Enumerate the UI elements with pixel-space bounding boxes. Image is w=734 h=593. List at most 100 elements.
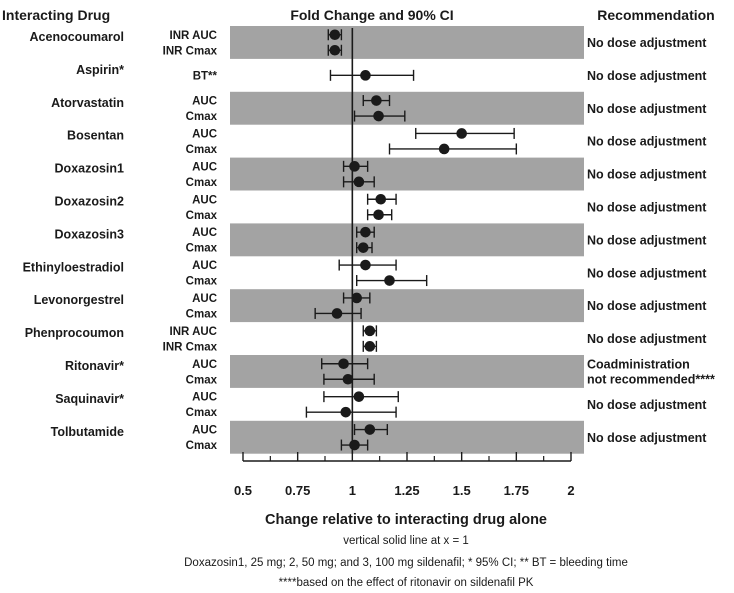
row-band-atorvastatin <box>230 91 584 125</box>
row-band-doxazosin3 <box>230 223 584 257</box>
x-tick-label: 1 <box>349 483 356 498</box>
drug-label: Phenprocoumon <box>25 326 124 340</box>
point-estimate <box>360 259 371 271</box>
drug-group-doxazosin2: Doxazosin2 AUC Cmax No dose adjustment <box>55 193 707 222</box>
point-estimate <box>375 193 387 205</box>
drug-label: Ritonavir* <box>65 359 124 373</box>
point-estimate <box>384 275 395 286</box>
point-estimate <box>340 406 352 418</box>
note-reference-line: vertical solid line at x = 1 <box>343 535 469 547</box>
point-estimate <box>371 95 382 106</box>
recommendation-text: No dose adjustment <box>587 233 707 247</box>
drug-label: Doxazosin2 <box>55 195 125 209</box>
metric-label: Cmax <box>186 276 218 288</box>
metric-label: AUC <box>192 293 217 305</box>
recommendation-text: No dose adjustment <box>587 431 707 445</box>
drug-group-atorvastatin: Atorvastatin AUC Cmax No dose adjustment <box>51 95 707 123</box>
drug-rows: Acenocoumarol INR AUC INR Cmax No dose adju… <box>23 29 715 452</box>
row-band-levonorgestrel <box>230 289 584 323</box>
drug-label: Aspirin* <box>76 63 124 77</box>
point-estimate <box>364 341 376 352</box>
recommendation-text: not recommended**** <box>587 372 715 386</box>
drug-group-saquinavir: Saquinavir* AUC Cmax No dose adjustment <box>55 391 707 419</box>
metric-label: INR Cmax <box>163 341 218 353</box>
x-tick-label: 1.25 <box>394 483 419 498</box>
drug-group-aspirin: Aspirin* BT** No dose adjustment <box>76 63 707 83</box>
note-ritonavir: ****based on the effect of ritonavir on … <box>279 577 534 589</box>
metric-label: INR Cmax <box>163 45 218 57</box>
metric-label: Cmax <box>186 177 218 189</box>
drug-group-doxazosin3: Doxazosin3 AUC Cmax No dose adjustment <box>55 226 707 255</box>
x-tick-label: 2 <box>567 483 574 498</box>
recommendation-text: No dose adjustment <box>587 299 707 313</box>
metric-label: BT** <box>193 70 218 82</box>
point-estimate <box>353 176 365 188</box>
metric-label: Cmax <box>186 440 218 452</box>
point-estimate <box>351 292 363 304</box>
point-estimate <box>357 242 369 253</box>
metric-label: AUC <box>192 260 217 272</box>
row-band-doxazosin1 <box>230 157 584 191</box>
metric-label: AUC <box>192 96 217 108</box>
header-recommendation: Recommendation <box>597 7 714 23</box>
x-tick-label: 0.75 <box>285 483 310 498</box>
point-estimate <box>456 128 467 139</box>
metric-label: AUC <box>192 425 217 437</box>
x-tick-label: 0.5 <box>234 483 252 498</box>
x-axis-label: Change relative to interacting drug alon… <box>265 512 547 528</box>
drug-label: Atorvastatin <box>51 96 124 110</box>
metric-label: Cmax <box>186 374 218 386</box>
recommendation-text: Coadministration <box>587 357 690 371</box>
drug-group-doxazosin1: Doxazosin1 AUC Cmax No dose adjustment <box>55 160 707 189</box>
drug-label: Doxazosin1 <box>55 162 125 176</box>
drug-group-levonorgestrel: Levonorgestrel AUC Cmax No dose adjustment <box>34 292 707 320</box>
drug-label: Bosentan <box>67 129 124 143</box>
metric-label: AUC <box>192 161 217 173</box>
point-estimate <box>342 373 354 385</box>
recommendation-text: No dose adjustment <box>587 168 707 182</box>
recommendation-text: No dose adjustment <box>587 332 707 346</box>
recommendation-text: No dose adjustment <box>587 69 707 83</box>
point-estimate <box>329 29 341 41</box>
x-tick-label: 1.75 <box>504 483 529 498</box>
header-fold-change: Fold Change and 90% CI <box>290 7 453 23</box>
point-estimate <box>338 358 349 370</box>
metric-label: AUC <box>192 227 217 239</box>
header-interacting-drug: Interacting Drug <box>2 7 110 23</box>
metric-label: INR AUC <box>170 30 218 42</box>
drug-group-acenocoumarol: Acenocoumarol INR AUC INR Cmax No dose adju… <box>30 29 707 57</box>
row-band-tolbutamide <box>230 420 584 454</box>
row-band-acenocoumarol <box>230 26 584 59</box>
metric-label: Cmax <box>186 210 218 222</box>
point-estimate <box>329 44 341 56</box>
recommendation-text: No dose adjustment <box>587 102 707 116</box>
recommendation-text: No dose adjustment <box>587 200 707 214</box>
metric-label: AUC <box>192 359 217 371</box>
point-estimate <box>360 226 371 238</box>
recommendation-text: No dose adjustment <box>587 398 707 412</box>
drug-label: Acenocoumarol <box>30 30 124 44</box>
drug-label: Tolbutamide <box>51 425 124 439</box>
x-tick-label: 1.5 <box>453 483 471 498</box>
metric-label: Cmax <box>186 308 218 320</box>
metric-label: AUC <box>192 194 217 206</box>
drug-label: Doxazosin3 <box>55 227 125 241</box>
drug-group-ethinyloestradiol: Ethinyloestradiol AUC Cmax No dose adjustme… <box>23 259 707 288</box>
metric-label: Cmax <box>186 144 218 156</box>
drug-label: Levonorgestrel <box>34 293 124 307</box>
point-estimate <box>373 209 384 221</box>
point-estimate <box>364 325 376 337</box>
note-doses: Doxazosin1, 25 mg; 2, 50 mg; and 3, 100 … <box>184 557 628 569</box>
metric-label: Cmax <box>186 243 218 255</box>
drug-label: Saquinavir* <box>55 392 124 406</box>
point-estimate <box>353 391 365 402</box>
point-estimate <box>349 161 360 172</box>
point-estimate <box>349 439 360 451</box>
recommendation-text: No dose adjustment <box>587 266 707 280</box>
drug-group-bosentan: Bosentan AUC Cmax No dose adjustment <box>67 127 707 156</box>
metric-label: Cmax <box>186 111 218 123</box>
drug-group-tolbutamide: Tolbutamide AUC Cmax No dose adjustment <box>51 424 707 452</box>
point-estimate <box>373 110 384 122</box>
